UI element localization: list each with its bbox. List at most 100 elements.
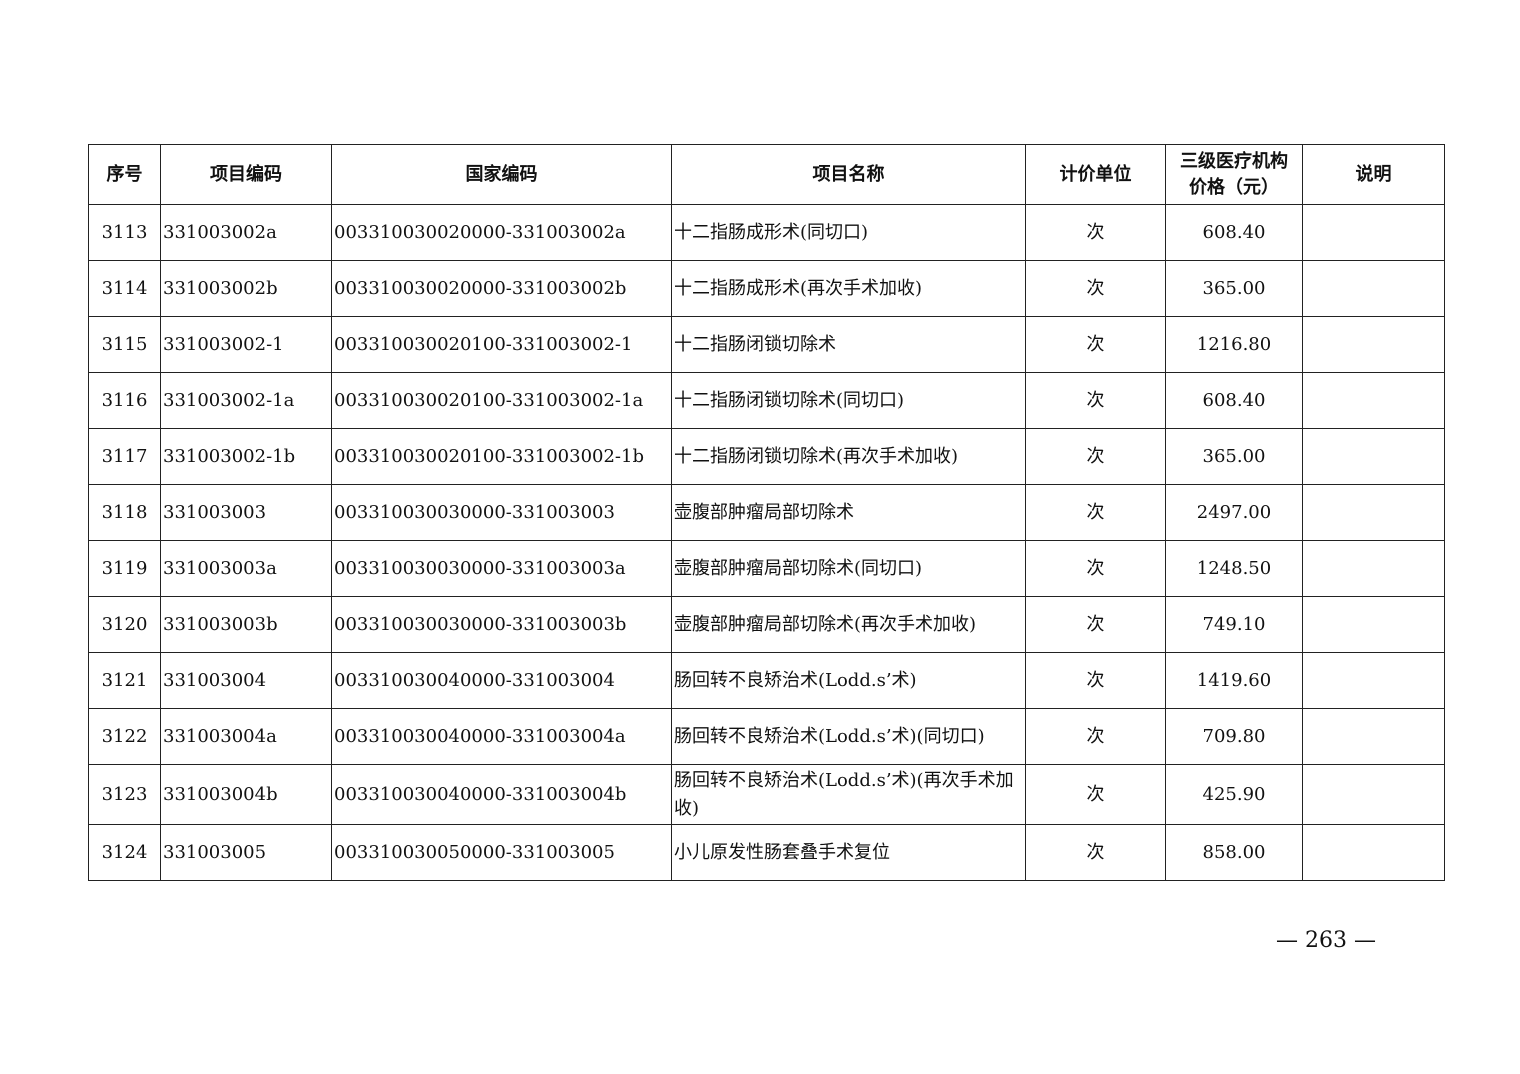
row-code: 331003002b (160, 260, 332, 317)
row-no: 3120 (88, 596, 161, 653)
row-name: 十二指肠闭锁切除术(同切口) (671, 372, 1026, 429)
row-price: 1216.80 (1165, 316, 1303, 373)
row-price: 608.40 (1165, 204, 1303, 261)
row-note (1302, 708, 1445, 765)
row-name: 十二指肠闭锁切除术(再次手术加收) (671, 428, 1026, 485)
row-national-code: 003310030040000-331003004 (331, 652, 672, 709)
row-price: 365.00 (1165, 428, 1303, 485)
row-unit: 次 (1025, 316, 1166, 373)
row-code: 331003003a (160, 540, 332, 597)
row-national-code: 003310030030000-331003003a (331, 540, 672, 597)
header-unit: 计价单位 (1025, 144, 1166, 205)
row-price: 709.80 (1165, 708, 1303, 765)
row-price: 425.90 (1165, 764, 1303, 825)
row-name: 小儿原发性肠套叠手术复位 (671, 824, 1026, 881)
row-name: 肠回转不良矫治术(Lodd.s’术)(再次手术加收) (671, 764, 1026, 825)
row-no: 3114 (88, 260, 161, 317)
row-national-code: 003310030040000-331003004b (331, 764, 672, 825)
row-unit: 次 (1025, 428, 1166, 485)
row-code: 331003002-1b (160, 428, 332, 485)
row-unit: 次 (1025, 372, 1166, 429)
row-name: 肠回转不良矫治术(Lodd.s’术)(同切口) (671, 708, 1026, 765)
row-name: 壶腹部肿瘤局部切除术(同切口) (671, 540, 1026, 597)
row-no: 3123 (88, 764, 161, 825)
row-national-code: 003310030030000-331003003b (331, 596, 672, 653)
header-note: 说明 (1302, 144, 1445, 205)
row-national-code: 003310030030000-331003003 (331, 484, 672, 541)
header-code: 项目编码 (160, 144, 332, 205)
row-code: 331003002-1a (160, 372, 332, 429)
row-note (1302, 540, 1445, 597)
row-no: 3115 (88, 316, 161, 373)
row-no: 3113 (88, 204, 161, 261)
header-no: 序号 (88, 144, 161, 205)
row-name: 十二指肠闭锁切除术 (671, 316, 1026, 373)
row-code: 331003004 (160, 652, 332, 709)
row-unit: 次 (1025, 824, 1166, 881)
row-unit: 次 (1025, 652, 1166, 709)
table-row: 3113 331003002a 003310030020000-331003002a… (88, 204, 1445, 261)
row-code: 331003002a (160, 204, 332, 261)
row-unit: 次 (1025, 708, 1166, 765)
row-name: 壶腹部肿瘤局部切除术(再次手术加收) (671, 596, 1026, 653)
row-note (1302, 260, 1445, 317)
row-price: 1419.60 (1165, 652, 1303, 709)
row-no: 3118 (88, 484, 161, 541)
table-row: 3120 331003003b 003310030030000-331003003b… (88, 596, 1445, 653)
row-unit: 次 (1025, 596, 1166, 653)
row-code: 331003004b (160, 764, 332, 825)
table-row: 3117 331003002-1b 003310030020100-33100300… (88, 428, 1445, 485)
header-national-code: 国家编码 (331, 144, 672, 205)
row-unit: 次 (1025, 540, 1166, 597)
table-row: 3116 331003002-1a 003310030020100-33100300… (88, 372, 1445, 429)
row-no: 3119 (88, 540, 161, 597)
header-price: 三级医疗机构 价格（元） (1165, 144, 1303, 205)
row-note (1302, 204, 1445, 261)
row-note (1302, 652, 1445, 709)
table-row: 3114 331003002b 003310030020000-331003002b… (88, 260, 1445, 317)
row-national-code: 003310030020000-331003002a (331, 204, 672, 261)
row-code: 331003004a (160, 708, 332, 765)
row-code: 331003003 (160, 484, 332, 541)
table-row: 3124 331003005 003310030050000-331003005 小儿… (88, 824, 1445, 881)
row-note (1302, 764, 1445, 825)
row-unit: 次 (1025, 204, 1166, 261)
table-row: 3119 331003003a 003310030030000-331003003a… (88, 540, 1445, 597)
row-no: 3116 (88, 372, 161, 429)
row-price: 1248.50 (1165, 540, 1303, 597)
row-note (1302, 316, 1445, 373)
row-price: 365.00 (1165, 260, 1303, 317)
row-national-code: 003310030020100-331003002-1 (331, 316, 672, 373)
table-row: 3122 331003004a 003310030040000-331003004a… (88, 708, 1445, 765)
row-price: 608.40 (1165, 372, 1303, 429)
row-national-code: 003310030050000-331003005 (331, 824, 672, 881)
page-number: — 263 — (1276, 928, 1376, 953)
table-row: 3115 331003002-1 003310030020100-331003002… (88, 316, 1445, 373)
row-code: 331003003b (160, 596, 332, 653)
price-table: 序号 项目编码 国家编码 项目名称 计价单位 三级医疗机构 价格（元） 说明 31… (88, 144, 1445, 881)
row-note (1302, 596, 1445, 653)
header-name: 项目名称 (671, 144, 1026, 205)
row-no: 3122 (88, 708, 161, 765)
row-unit: 次 (1025, 484, 1166, 541)
row-national-code: 003310030040000-331003004a (331, 708, 672, 765)
row-national-code: 003310030020100-331003002-1b (331, 428, 672, 485)
row-unit: 次 (1025, 260, 1166, 317)
row-unit: 次 (1025, 764, 1166, 825)
header-price-line1: 三级医疗机构 (1180, 150, 1288, 172)
row-no: 3117 (88, 428, 161, 485)
row-name: 十二指肠成形术(再次手术加收) (671, 260, 1026, 317)
row-no: 3124 (88, 824, 161, 881)
row-note (1302, 824, 1445, 881)
row-name: 十二指肠成形术(同切口) (671, 204, 1026, 261)
row-price: 858.00 (1165, 824, 1303, 881)
row-name: 肠回转不良矫治术(Lodd.s’术) (671, 652, 1026, 709)
row-name: 壶腹部肿瘤局部切除术 (671, 484, 1026, 541)
row-national-code: 003310030020100-331003002-1a (331, 372, 672, 429)
table-row: 3118 331003003 003310030030000-331003003 壶腹… (88, 484, 1445, 541)
header-price-line2: 价格（元） (1189, 176, 1279, 198)
table-row: 3121 331003004 003310030040000-331003004 肠回… (88, 652, 1445, 709)
row-price: 2497.00 (1165, 484, 1303, 541)
row-no: 3121 (88, 652, 161, 709)
row-code: 331003002-1 (160, 316, 332, 373)
